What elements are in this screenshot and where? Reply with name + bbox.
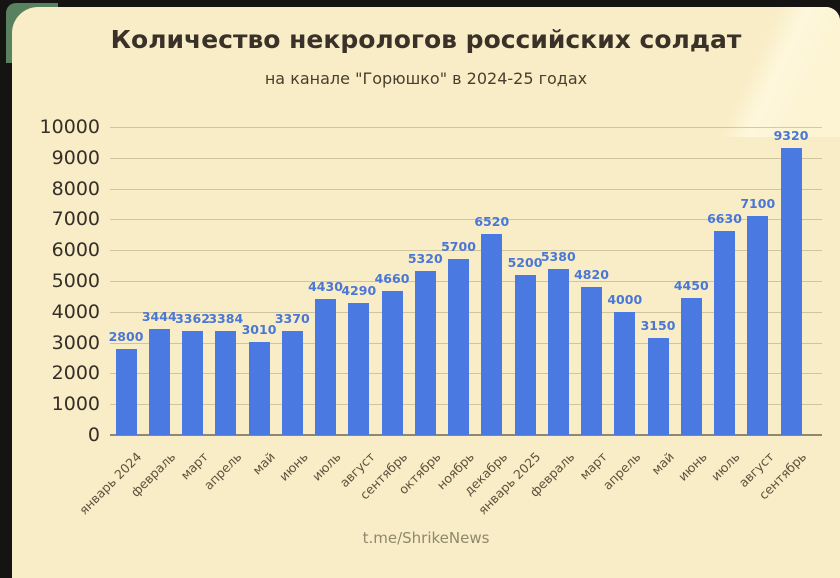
bar	[115, 349, 137, 435]
bar-value-label: 5200	[507, 255, 543, 270]
bar-value-label: 9320	[773, 128, 809, 143]
x-tick-label: июнь	[276, 449, 311, 484]
gridline	[110, 188, 822, 190]
bar	[448, 259, 469, 435]
x-axis-line	[110, 434, 822, 436]
bar-value-label: 6630	[707, 211, 742, 226]
y-tick-label: 8000	[51, 177, 100, 200]
x-tick-label: май	[249, 449, 278, 478]
gridline	[110, 127, 822, 128]
bar-value-label: 5320	[407, 251, 443, 266]
bar	[315, 299, 336, 435]
footer-link: t.me/ShrikeNews	[362, 529, 490, 547]
bar-value-label: 4290	[341, 283, 377, 298]
gridline	[110, 157, 822, 159]
bar	[614, 312, 636, 435]
bar	[281, 331, 303, 435]
bar-value-label: 5700	[441, 239, 476, 254]
bar-value-label: 6520	[474, 214, 510, 229]
y-tick-label: 1000	[51, 393, 100, 416]
bar-value-label: 5380	[540, 249, 576, 264]
bar-value-label: 3370	[274, 311, 310, 326]
gridline	[110, 250, 822, 252]
y-tick-label: 9000	[51, 146, 100, 169]
bar	[514, 275, 536, 435]
bar-value-label: 4430	[308, 279, 343, 294]
bar	[714, 231, 735, 435]
bar-value-label: 4820	[574, 267, 609, 282]
y-tick-label: 2000	[51, 362, 100, 385]
bar	[680, 298, 702, 435]
bar	[581, 287, 602, 435]
bar	[481, 234, 503, 435]
bar	[547, 269, 569, 435]
bar	[414, 271, 436, 435]
bar	[647, 338, 669, 435]
chart-subtitle: на канале "Горюшко" в 2024-25 годах	[264, 69, 588, 88]
chart-card: Количество некрологов российских солдат …	[12, 7, 840, 578]
y-tick-label: 5000	[51, 270, 100, 292]
bar	[747, 216, 769, 435]
bar	[381, 291, 403, 435]
bar-value-label: 3384	[208, 311, 244, 326]
x-tick-label: май	[648, 449, 677, 478]
y-tick-label: 4000	[51, 300, 100, 323]
bar	[182, 331, 203, 435]
bar	[148, 329, 170, 435]
y-tick-label: 3000	[51, 331, 100, 354]
bar	[215, 331, 237, 435]
bar	[780, 148, 802, 435]
bar-value-label: 4660	[374, 271, 410, 286]
bar-value-label: 4000	[607, 292, 643, 307]
bar-value-label: 3010	[241, 322, 277, 337]
bar	[248, 342, 270, 435]
y-tick-label: 0	[87, 424, 100, 446]
y-tick-label: 10000	[39, 116, 100, 138]
bar-value-label: 4450	[673, 278, 709, 293]
y-axis-labels: 0 1000 2000 3000 4000 5000 6000 7000 8000 9000 100…	[12, 116, 100, 446]
bar-chart-plot: 2800 3444 3362 3384 3010 3370 4430 4290 4660 5320…	[108, 127, 822, 436]
chart-title: Количество некрологов российских солдат	[110, 25, 742, 54]
bar-value-label: 3362	[175, 311, 210, 326]
bar-value-label: 7100	[740, 196, 776, 211]
bar-value-label: 2800	[108, 329, 144, 344]
y-tick-label: 6000	[51, 239, 100, 262]
bar-value-label: 3444	[141, 309, 177, 324]
gridline	[110, 219, 822, 221]
x-tick-label: июнь	[675, 449, 710, 484]
x-axis-labels: январь 2024 февраль март апрель май июнь июль а…	[76, 441, 822, 525]
y-tick-label: 7000	[51, 208, 100, 231]
bar-value-label: 3150	[640, 318, 676, 333]
bar	[348, 303, 370, 435]
